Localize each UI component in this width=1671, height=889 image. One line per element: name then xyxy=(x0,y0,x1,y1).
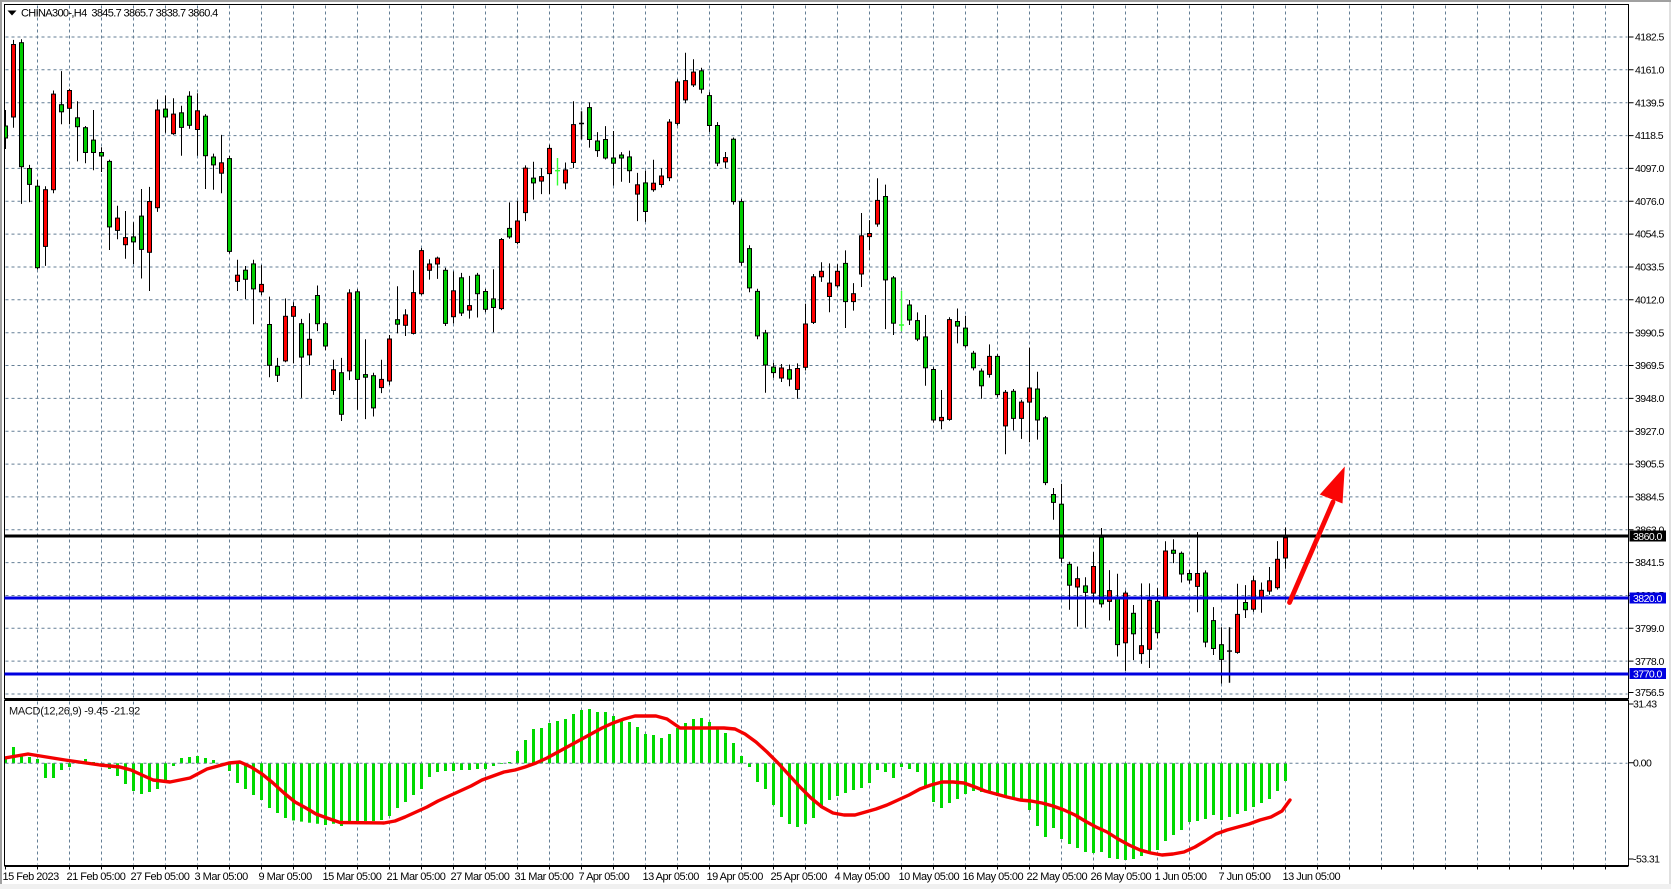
svg-text:3820.0: 3820.0 xyxy=(1633,593,1663,605)
svg-text:3990.5: 3990.5 xyxy=(1635,327,1665,339)
svg-text:31.43: 31.43 xyxy=(1633,699,1657,711)
svg-text:4139.5: 4139.5 xyxy=(1635,97,1665,109)
svg-text:3841.5: 3841.5 xyxy=(1635,557,1665,569)
svg-text:3969.5: 3969.5 xyxy=(1635,360,1665,372)
svg-text:4161.0: 4161.0 xyxy=(1635,64,1665,76)
svg-text:19 Apr 05:00: 19 Apr 05:00 xyxy=(707,871,764,883)
svg-text:3948.0: 3948.0 xyxy=(1635,393,1665,405)
svg-text:1 Jun 05:00: 1 Jun 05:00 xyxy=(1155,871,1207,883)
svg-text:27 Mar 05:00: 27 Mar 05:00 xyxy=(451,871,510,883)
svg-text:3770.0: 3770.0 xyxy=(1633,668,1663,680)
svg-text:21 Mar 05:00: 21 Mar 05:00 xyxy=(387,871,446,883)
svg-text:9 Mar 05:00: 9 Mar 05:00 xyxy=(259,871,313,883)
svg-text:26 May 05:00: 26 May 05:00 xyxy=(1091,871,1152,883)
svg-text:15 Mar 05:00: 15 Mar 05:00 xyxy=(323,871,382,883)
svg-text:22 May 05:00: 22 May 05:00 xyxy=(1027,871,1088,883)
svg-text:0.00: 0.00 xyxy=(1633,757,1652,769)
svg-text:4054.5: 4054.5 xyxy=(1635,229,1665,241)
svg-text:16 May 05:00: 16 May 05:00 xyxy=(963,871,1024,883)
svg-text:3756.5: 3756.5 xyxy=(1635,687,1665,699)
svg-text:4012.0: 4012.0 xyxy=(1635,294,1665,306)
svg-text:3884.5: 3884.5 xyxy=(1635,492,1665,504)
svg-text:4 May 05:00: 4 May 05:00 xyxy=(835,871,890,883)
svg-text:3860.0: 3860.0 xyxy=(1633,531,1663,543)
svg-text:3905.5: 3905.5 xyxy=(1635,459,1665,471)
svg-text:25 Apr 05:00: 25 Apr 05:00 xyxy=(771,871,828,883)
svg-text:7 Jun 05:00: 7 Jun 05:00 xyxy=(1219,871,1271,883)
svg-text:4033.5: 4033.5 xyxy=(1635,262,1665,274)
svg-text:31 Mar 05:00: 31 Mar 05:00 xyxy=(515,871,574,883)
svg-text:CHINA300-,H4 3845.7 3865.7 38: CHINA300-,H4 3845.7 3865.7 3838.7 3860.4 xyxy=(21,8,218,20)
svg-text:3799.0: 3799.0 xyxy=(1635,623,1665,635)
svg-text:4097.0: 4097.0 xyxy=(1635,163,1665,175)
svg-text:4076.0: 4076.0 xyxy=(1635,196,1665,208)
svg-text:4118.5: 4118.5 xyxy=(1635,130,1664,142)
svg-text:-53.31: -53.31 xyxy=(1633,854,1660,866)
svg-text:13 Jun 05:00: 13 Jun 05:00 xyxy=(1283,871,1341,883)
svg-text:13 Apr 05:00: 13 Apr 05:00 xyxy=(643,871,700,883)
svg-text:10 May 05:00: 10 May 05:00 xyxy=(899,871,960,883)
svg-text:27 Feb 05:00: 27 Feb 05:00 xyxy=(131,871,190,883)
svg-text:3778.0: 3778.0 xyxy=(1635,656,1665,668)
svg-text:MACD(12,26,9) -9.45 -21.92: MACD(12,26,9) -9.45 -21.92 xyxy=(9,706,140,718)
svg-text:21 Feb 05:00: 21 Feb 05:00 xyxy=(67,871,126,883)
svg-text:15 Feb 2023: 15 Feb 2023 xyxy=(3,871,60,883)
svg-text:3 Mar 05:00: 3 Mar 05:00 xyxy=(195,871,249,883)
svg-text:7 Apr 05:00: 7 Apr 05:00 xyxy=(579,871,630,883)
svg-text:3927.0: 3927.0 xyxy=(1635,426,1665,438)
svg-text:4182.5: 4182.5 xyxy=(1635,32,1665,44)
